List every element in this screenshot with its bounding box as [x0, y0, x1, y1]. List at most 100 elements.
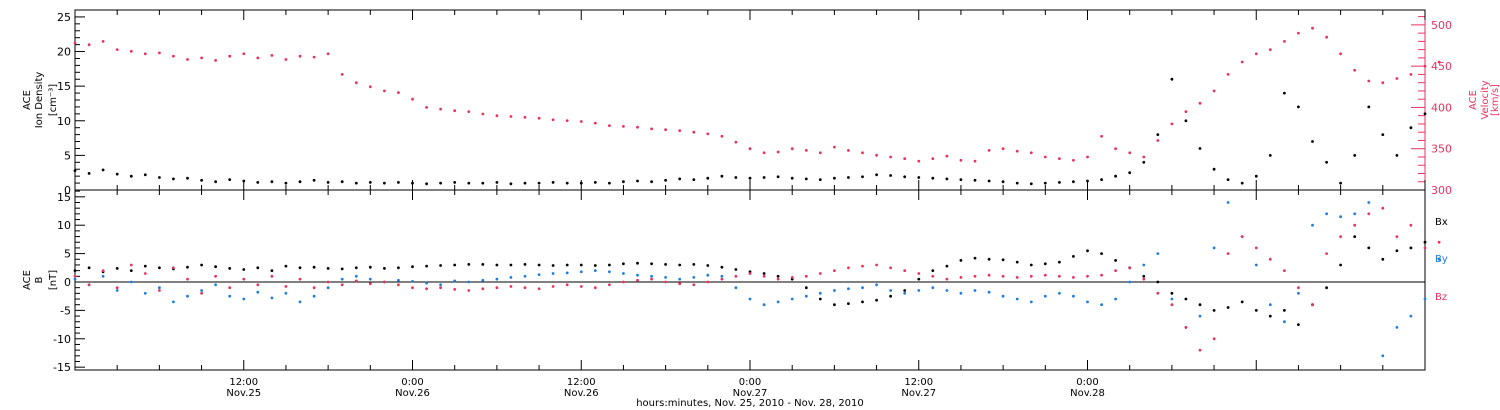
velocity-point	[1395, 77, 1399, 80]
bz-point	[115, 286, 119, 290]
bz-point	[748, 272, 752, 275]
density-axis-label-line3: [cm⁻³]	[48, 84, 59, 116]
by-point	[931, 286, 935, 290]
density-point	[326, 181, 330, 184]
bx-point	[678, 263, 682, 267]
density-point	[565, 181, 569, 185]
bz-point	[636, 278, 639, 282]
bz-point	[411, 286, 414, 290]
by-point	[298, 300, 302, 304]
bx-point	[354, 266, 358, 270]
density-point	[214, 180, 218, 184]
velocity-point	[129, 49, 133, 53]
by-point	[312, 294, 316, 298]
density-axis-label-line2: Ion Density	[34, 72, 45, 129]
velocity-tick-label: 500	[1431, 19, 1452, 32]
bz-point	[1001, 274, 1005, 278]
time-tick-label: 12:00	[904, 377, 933, 388]
velocity-point	[987, 149, 991, 152]
velocity-point	[1142, 155, 1146, 159]
top-panel-frame	[74, 9, 1426, 191]
time-tick-label: 0:00	[739, 377, 761, 388]
bx-point	[875, 298, 878, 302]
bz-point	[1339, 235, 1342, 239]
velocity-point	[298, 54, 302, 58]
by-point	[143, 291, 147, 295]
bx-point	[720, 265, 724, 269]
bz-point	[73, 274, 77, 278]
bz-point	[129, 263, 133, 267]
density-point	[101, 168, 105, 172]
velocity-point	[495, 114, 499, 118]
bx-point	[1001, 258, 1005, 262]
bz-point	[973, 274, 977, 278]
density-point	[734, 176, 738, 179]
density-point	[186, 176, 189, 180]
bx-point	[383, 267, 386, 270]
bx-point	[509, 263, 513, 267]
by-point	[818, 291, 822, 295]
velocity-axis-label-line1: ACE	[1468, 90, 1479, 110]
bx-point	[1240, 300, 1244, 304]
velocity-point	[1184, 110, 1188, 113]
bz-point	[1367, 212, 1371, 216]
date-tick-label: Nov.26	[564, 388, 599, 399]
bx-point	[1015, 260, 1019, 264]
velocity-point	[284, 58, 288, 61]
density-point	[945, 177, 949, 181]
time-tick-label: 0:00	[401, 377, 423, 388]
bz-point	[397, 283, 400, 287]
bz-point	[847, 266, 850, 270]
velocity-point	[833, 145, 836, 149]
by-point	[495, 277, 499, 281]
bx-point	[439, 264, 442, 267]
bz-point	[1198, 348, 1202, 352]
bx-point	[1184, 297, 1188, 301]
bz-point	[495, 286, 499, 290]
bz-point	[467, 289, 471, 292]
by-point	[664, 276, 667, 279]
bx-point	[565, 263, 569, 267]
density-point	[847, 176, 850, 179]
bz-point	[1226, 252, 1230, 256]
density-tick-label: 10	[57, 115, 71, 128]
by-point	[256, 290, 260, 294]
density-point	[312, 178, 316, 182]
density-point	[1128, 171, 1132, 175]
velocity-point	[1423, 64, 1427, 68]
by-point	[917, 289, 921, 292]
bx-point	[1029, 263, 1033, 267]
velocity-point	[523, 115, 527, 119]
density-point	[1240, 181, 1244, 185]
by-point	[115, 289, 119, 292]
velocity-point	[931, 157, 935, 161]
bz-point	[818, 272, 822, 275]
legend-by: By	[1435, 254, 1448, 265]
bx-point	[762, 272, 766, 275]
by-point	[354, 274, 358, 278]
bx-point	[1367, 246, 1371, 250]
bz-point	[959, 276, 963, 279]
velocity-tick-label: 350	[1431, 143, 1452, 156]
velocity-point	[762, 151, 766, 155]
bz-point	[1128, 266, 1132, 270]
bx-point	[270, 269, 274, 272]
bx-point	[917, 277, 921, 281]
density-point	[1001, 180, 1005, 184]
bz-point	[678, 282, 682, 286]
velocity-point	[509, 115, 513, 118]
by-point	[73, 277, 77, 281]
bz-point	[734, 274, 738, 278]
density-point	[889, 174, 892, 177]
by-point	[1128, 280, 1132, 284]
density-point	[959, 178, 963, 182]
velocity-point	[256, 56, 260, 60]
density-point	[495, 181, 499, 184]
density-point	[143, 173, 147, 177]
bx-point	[284, 264, 288, 268]
velocity-point	[622, 125, 625, 128]
by-point	[1001, 294, 1005, 298]
bx-point	[537, 263, 541, 267]
by-point	[467, 280, 471, 284]
velocity-point	[1240, 60, 1244, 64]
